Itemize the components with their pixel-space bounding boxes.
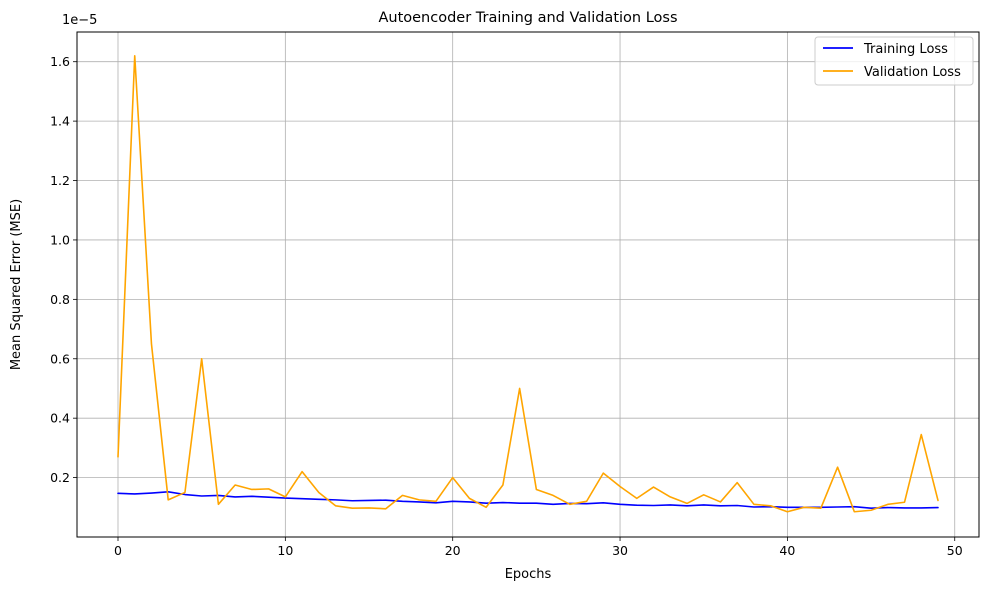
x-tick-label: 40 bbox=[779, 543, 795, 558]
legend-training-label: Training Loss bbox=[863, 42, 948, 57]
y-tick-label: 1.0 bbox=[50, 232, 70, 247]
y-tick-label: 0.4 bbox=[50, 411, 70, 426]
validation-loss-line bbox=[117, 54, 939, 513]
x-tick-label: 50 bbox=[947, 543, 963, 558]
grid-lines bbox=[77, 32, 979, 537]
x-axis-ticks: 0 10 20 30 40 50 bbox=[114, 537, 963, 558]
legend-validation-label: Validation Loss bbox=[864, 65, 961, 80]
x-tick-label: 20 bbox=[445, 543, 461, 558]
legend: Training Loss Validation Loss bbox=[814, 36, 974, 86]
y-scale-offset-label: 1e−5 bbox=[62, 13, 97, 28]
y-tick-label: 0.6 bbox=[50, 351, 70, 366]
y-tick-label: 1.4 bbox=[50, 114, 70, 129]
y-tick-label: 0.2 bbox=[50, 470, 70, 485]
y-tick-label: 0.8 bbox=[50, 292, 70, 307]
y-axis-ticks: 0.2 0.4 0.6 0.8 1.0 1.2 1.4 1.6 bbox=[50, 54, 77, 485]
y-axis-label: Mean Squared Error (MSE) bbox=[9, 199, 24, 370]
x-tick-label: 10 bbox=[277, 543, 293, 558]
y-tick-label: 1.2 bbox=[50, 173, 70, 188]
x-tick-label: 0 bbox=[114, 543, 122, 558]
x-axis-label: Epochs bbox=[505, 567, 552, 582]
series-layer bbox=[117, 54, 939, 513]
plot-frame bbox=[76, 31, 980, 538]
y-tick-label: 1.6 bbox=[50, 54, 70, 69]
legend-box bbox=[814, 36, 974, 86]
chart-title: Autoencoder Training and Validation Loss bbox=[378, 10, 677, 26]
x-tick-label: 30 bbox=[612, 543, 628, 558]
